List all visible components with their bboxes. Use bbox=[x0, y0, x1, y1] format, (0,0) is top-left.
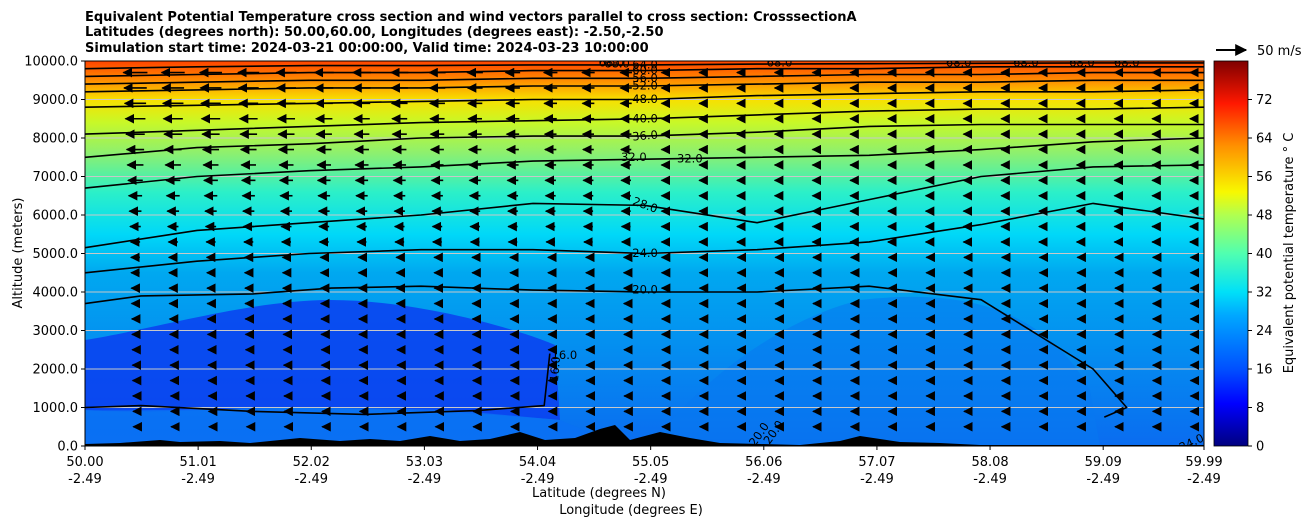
x-tick-longitude: -2.49 bbox=[1187, 472, 1221, 487]
chart-title-line-3: Simulation start time: 2024-03-21 00:00:… bbox=[85, 41, 649, 56]
x-tick-longitude: -2.49 bbox=[747, 472, 781, 487]
x-tick-latitude: 59.09 bbox=[1085, 455, 1122, 470]
y-tick-label: 6000.0 bbox=[33, 209, 79, 224]
colorbar-tick-label: 72 bbox=[1256, 93, 1273, 108]
y-tick-label: 10000.0 bbox=[24, 55, 78, 70]
y-tick-label: 7000.0 bbox=[33, 170, 79, 185]
x-tick-latitude: 54.04 bbox=[519, 455, 556, 470]
colorbar-tick-label: 32 bbox=[1256, 286, 1273, 301]
contour-label: 20.0 bbox=[632, 283, 658, 297]
contour-label: 36.0 bbox=[632, 127, 659, 143]
contour-label: 32.0 bbox=[621, 150, 647, 164]
x-tick-longitude: -2.49 bbox=[294, 472, 328, 487]
y-tick-label: 9000.0 bbox=[33, 93, 79, 108]
contour-line-32 bbox=[85, 137, 1204, 189]
orography bbox=[85, 425, 1204, 446]
chart-title-line-1: Equivalent Potential Temperature cross s… bbox=[85, 10, 857, 25]
y-tick-label: 0.0 bbox=[57, 440, 78, 455]
x-tick-longitude: -2.49 bbox=[634, 472, 668, 487]
x-tick-latitude: 58.08 bbox=[971, 455, 1008, 470]
x-tick-longitude: -2.49 bbox=[181, 472, 215, 487]
colorbar bbox=[1213, 60, 1249, 447]
chart-title-line-2: Latitudes (degrees north): 50.00,60.00, … bbox=[85, 25, 664, 40]
contour-line-52 bbox=[85, 79, 1204, 93]
contour-label: 16.0 bbox=[552, 348, 578, 362]
contour-label: 40.0 bbox=[632, 111, 658, 125]
x-tick-latitude: 50.00 bbox=[66, 455, 103, 470]
contour-line-28 bbox=[85, 164, 1204, 249]
x-tick-longitude: -2.49 bbox=[408, 472, 442, 487]
contour-line-20 bbox=[85, 285, 1128, 418]
colorbar-label: Equivalent potential temperature ° C bbox=[1282, 133, 1297, 374]
contour-lines: 16.016.020.024.028.032.0 32.036.040.048.0… bbox=[85, 55, 1204, 446]
x-tick-latitude: 55.05 bbox=[632, 455, 669, 470]
contour-label: 60.0 bbox=[632, 63, 658, 77]
colorbar-tick-label: 0 bbox=[1256, 440, 1264, 455]
x-tick-longitude: -2.49 bbox=[521, 472, 555, 487]
x-tick-latitude: 56.06 bbox=[745, 455, 782, 470]
mid-theta-e-region bbox=[85, 408, 620, 446]
colorbar-tick-label: 56 bbox=[1256, 170, 1273, 185]
colorbar-tick-label: 24 bbox=[1256, 324, 1273, 339]
x-tick-longitude: -2.49 bbox=[1086, 472, 1120, 487]
x-tick-longitude: -2.49 bbox=[860, 472, 894, 487]
x-tick-latitude: 59.99 bbox=[1185, 455, 1222, 470]
x-tick-longitude: -2.49 bbox=[68, 472, 102, 487]
contour-label: 64.0 bbox=[632, 57, 658, 71]
contour-label: 16.0 bbox=[547, 356, 563, 383]
contour-label-extra: 68.0 bbox=[1013, 55, 1039, 69]
y-tick-label: 5000.0 bbox=[33, 247, 79, 262]
colorbar-tick-label: 16 bbox=[1256, 363, 1273, 378]
x-axis-label-latitude: Latitude (degrees N) bbox=[532, 486, 666, 501]
contour-line-40 bbox=[85, 106, 1204, 135]
colorbar-tick-label: 8 bbox=[1256, 401, 1264, 416]
contour-label-extra: 68.0 bbox=[1069, 55, 1095, 69]
contour-line-36 bbox=[85, 123, 1204, 159]
x-tick-latitude: 51.01 bbox=[180, 455, 217, 470]
contour-line-48 bbox=[85, 89, 1204, 108]
colorbar-tick-label: 64 bbox=[1256, 132, 1273, 147]
colorbar-ticks: 0 8 16 24 32 40 48 56 64 72 bbox=[1248, 93, 1273, 455]
y-tick-label: 2000.0 bbox=[33, 363, 79, 378]
contour-label-extra: 68.0 bbox=[1114, 55, 1140, 69]
wind-key-label: 50 m/s bbox=[1257, 44, 1302, 59]
y-axis-ticks: 0.0 1000.0 2000.0 3000.0 4000.0 5000.0 6000.0 7… bbox=[24, 55, 85, 455]
y-tick-label: 1000.0 bbox=[33, 401, 79, 416]
x-axis-label-longitude: Longitude (degrees E) bbox=[559, 503, 703, 518]
contour-label: 68.0 bbox=[599, 55, 625, 69]
contour-label: 48.0 bbox=[632, 92, 658, 106]
contour-label: 32.0 bbox=[677, 152, 703, 166]
y-tick-label: 3000.0 bbox=[33, 324, 79, 339]
colorbar-tick-label: 48 bbox=[1256, 209, 1273, 224]
contour-line-64 bbox=[85, 62, 1204, 70]
contour-label-extra: 68.0 bbox=[767, 55, 793, 69]
y-tick-label: 4000.0 bbox=[33, 286, 79, 301]
y-tick-label: 8000.0 bbox=[33, 132, 79, 147]
contour-line-24 bbox=[85, 202, 1204, 274]
contour-line-56 bbox=[85, 71, 1204, 85]
plot-area: 16.016.020.024.028.032.0 32.036.040.048.0… bbox=[85, 55, 1204, 446]
x-axis-ticks: 50.00 -2.49 51.01 -2.49 52.02 -2.49 53.03 -2.49… bbox=[66, 446, 1223, 487]
wind-vectors bbox=[122, 67, 1200, 432]
x-tick-latitude: 52.02 bbox=[293, 455, 330, 470]
colorbar-tick-label: 40 bbox=[1256, 247, 1273, 262]
x-tick-latitude: 53.03 bbox=[406, 455, 443, 470]
contour-label: 52.0 bbox=[632, 79, 658, 93]
contour-label-extra: 68.0 bbox=[946, 55, 972, 69]
contour-line-60 bbox=[85, 66, 1204, 78]
mid-theta-e-region-east bbox=[650, 296, 1100, 446]
x-tick-longitude: -2.49 bbox=[973, 472, 1007, 487]
contour-label: 24.0 bbox=[632, 246, 658, 260]
x-tick-latitude: 57.07 bbox=[858, 455, 895, 470]
y-axis-label: Altitude (meters) bbox=[11, 198, 26, 309]
contour-label-extra: 68.0 bbox=[604, 57, 630, 71]
contour-label: 56.0 bbox=[632, 71, 658, 85]
